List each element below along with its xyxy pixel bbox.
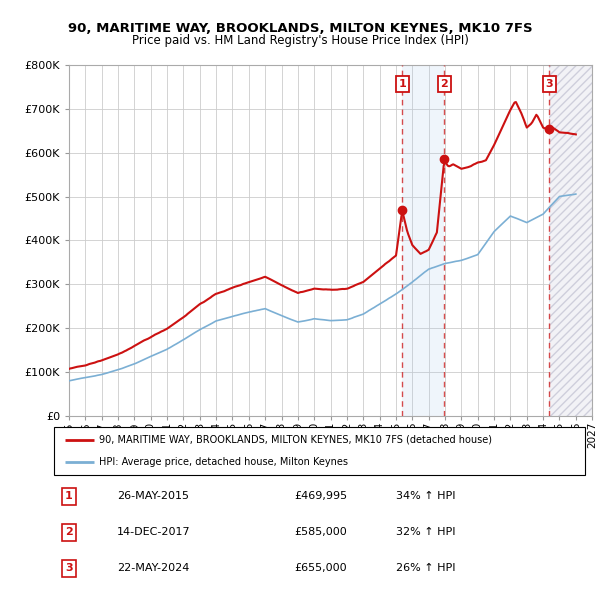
Text: 2: 2 (65, 527, 73, 537)
Text: HPI: Average price, detached house, Milton Keynes: HPI: Average price, detached house, Milt… (99, 457, 348, 467)
Bar (402, 65, 444, 416)
Text: 1: 1 (65, 491, 73, 502)
Text: 3: 3 (545, 79, 553, 89)
Text: £585,000: £585,000 (294, 527, 347, 537)
Text: 26-MAY-2015: 26-MAY-2015 (117, 491, 189, 502)
Text: Price paid vs. HM Land Registry's House Price Index (HPI): Price paid vs. HM Land Registry's House … (131, 34, 469, 47)
Text: 26% ↑ HPI: 26% ↑ HPI (396, 563, 455, 573)
Bar (550, 65, 592, 416)
Text: 3: 3 (65, 563, 73, 573)
Text: 90, MARITIME WAY, BROOKLANDS, MILTON KEYNES, MK10 7FS: 90, MARITIME WAY, BROOKLANDS, MILTON KEY… (68, 22, 532, 35)
Bar (550, 65, 592, 416)
Text: 34% ↑ HPI: 34% ↑ HPI (396, 491, 455, 502)
Text: 14-DEC-2017: 14-DEC-2017 (117, 527, 191, 537)
Text: 22-MAY-2024: 22-MAY-2024 (117, 563, 190, 573)
FancyBboxPatch shape (54, 427, 585, 475)
Text: £469,995: £469,995 (294, 491, 347, 502)
Text: 1: 1 (398, 79, 406, 89)
Bar (550, 65, 592, 416)
Text: 2: 2 (440, 79, 448, 89)
Text: 90, MARITIME WAY, BROOKLANDS, MILTON KEYNES, MK10 7FS (detached house): 90, MARITIME WAY, BROOKLANDS, MILTON KEY… (99, 435, 492, 445)
Text: 32% ↑ HPI: 32% ↑ HPI (396, 527, 455, 537)
Text: £655,000: £655,000 (294, 563, 347, 573)
